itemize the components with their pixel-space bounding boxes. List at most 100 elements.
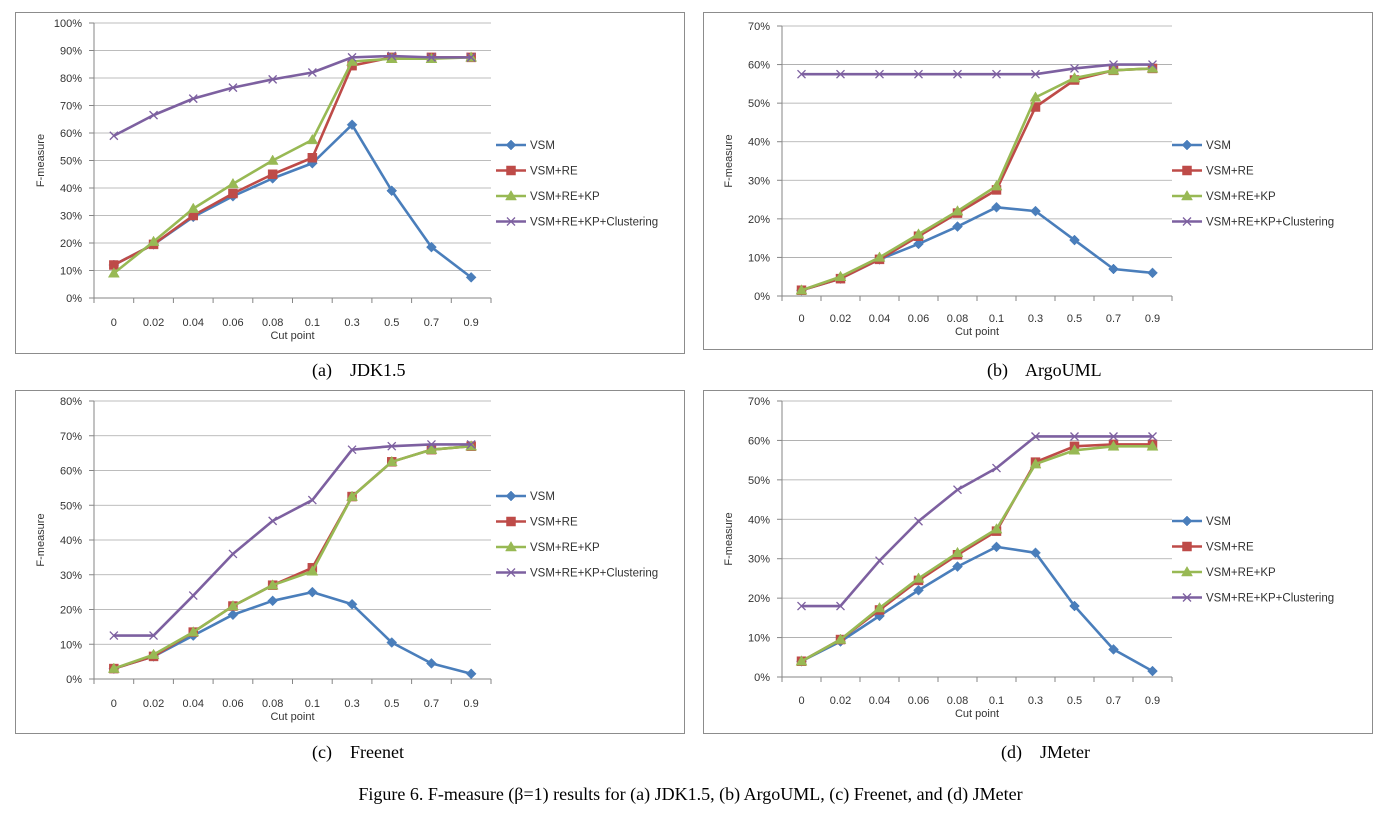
- point-vsm: [386, 637, 398, 648]
- chart-svg-a: 0% 10% 20% 30% 40% 50% 60% 70% 80% 90% 100% 0 0.02 0.…: [35, 18, 658, 342]
- subfigure-caption-c: (c) Freenet: [312, 742, 404, 762]
- x-tick-label: 0.02: [143, 317, 164, 329]
- x-tick-label: 0.04: [183, 317, 204, 329]
- point-vsm-re-kp: [873, 251, 886, 262]
- point-vsm-re-kp: [266, 154, 279, 165]
- y-tick-label: 30%: [60, 211, 82, 223]
- legend-label-vsm: VSM: [530, 491, 555, 503]
- point-vsm-re-kp: [1146, 440, 1159, 451]
- x-tick-label: 0.7: [1106, 695, 1121, 707]
- point-vsm: [465, 668, 477, 680]
- x-tick-label: 0.02: [143, 698, 164, 710]
- series-line-vsm-re-kp-clustering: [801, 435, 1153, 608]
- series-line-vsm-re-kp: [801, 67, 1153, 292]
- y-tick-label: 20%: [60, 238, 82, 250]
- legend-marker-vsm-re-kp: [1181, 566, 1193, 577]
- point-vsm-re-kp-clustering: [1109, 60, 1118, 70]
- x-tick-label: 0.1: [305, 317, 320, 329]
- legend-label-vsm-re: VSM+RE: [530, 166, 578, 178]
- point-vsm: [913, 238, 924, 250]
- series-line-vsm: [800, 545, 1154, 673]
- legend-label-vsm-re-kp: VSM+RE+KP: [530, 542, 600, 554]
- point-vsm: [426, 241, 437, 253]
- y-tick-label: 60%: [60, 128, 82, 140]
- x-tick-label: 0.02: [830, 695, 851, 707]
- y-axis-label: F-measure: [723, 512, 735, 565]
- point-vsm-re-kp: [912, 572, 925, 583]
- point-vsm-re-kp: [951, 205, 964, 216]
- point-vsm-re-kp-clustering: [992, 463, 1001, 473]
- legend-marker-vsm-re: [506, 165, 516, 176]
- y-tick-label: 20%: [748, 214, 770, 226]
- legend-label-vsm-re: VSM+RE: [1206, 166, 1254, 178]
- point-vsm-re-kp-clustering: [797, 69, 806, 79]
- point-vsm-re-kp-clustering: [307, 495, 317, 505]
- series-line-vsm-re-kp: [113, 56, 472, 275]
- point-vsm: [1147, 665, 1158, 677]
- subfigure-caption-a: (a) JDK1.5: [312, 360, 406, 380]
- point-vsm-re-kp: [1068, 444, 1081, 455]
- y-tick-label: 0%: [66, 674, 82, 686]
- y-tick-label: 50%: [748, 98, 770, 110]
- y-tick-label: 70%: [60, 101, 82, 113]
- y-tick-label: 60%: [60, 466, 82, 478]
- x-axis-label: Cut point: [270, 330, 314, 342]
- point-vsm-re-kp: [147, 235, 160, 246]
- subfigure-caption-d: (d) JMeter: [1001, 742, 1090, 762]
- legend-marker-vsm: [505, 139, 517, 151]
- x-tick-label: 0.04: [183, 698, 204, 710]
- point-vsm-re-kp-clustering: [1148, 60, 1157, 70]
- point-vsm: [306, 586, 318, 598]
- legend-label-vsm-re-kp: VSM+RE+KP: [1206, 191, 1276, 203]
- y-tick-label: 40%: [60, 535, 82, 547]
- chart-panel-a: 0% 10% 20% 30% 40% 50% 60% 70% 80% 90% 100% 0 0.02 0.…: [15, 12, 685, 354]
- point-vsm-re-kp: [912, 228, 925, 239]
- y-tick-label: 100%: [54, 18, 82, 30]
- point-vsm: [346, 119, 358, 131]
- legend-label-vsm-re-kp: VSM+RE+KP: [1206, 567, 1276, 579]
- y-tick-label: 70%: [748, 21, 770, 33]
- point-vsm-re-kp-clustering: [188, 94, 198, 104]
- point-vsm-re-kp-clustering: [188, 591, 198, 601]
- y-tick-label: 40%: [748, 514, 770, 526]
- point-vsm-re-kp-clustering: [228, 549, 238, 559]
- x-axis-label: Cut point: [955, 326, 999, 338]
- point-vsm: [386, 185, 398, 197]
- point-vsm-re-kp-clustering: [426, 52, 436, 62]
- point-vsm: [952, 221, 963, 232]
- point-vsm-re-kp-clustering: [914, 516, 923, 526]
- x-tick-label: 0: [111, 317, 117, 329]
- point-vsm-re-kp-clustering: [109, 631, 119, 641]
- point-vsm-re: [267, 169, 278, 179]
- point-vsm-re-kp-clustering: [836, 69, 845, 79]
- point-vsm-re-kp: [990, 523, 1003, 534]
- point-vsm-re-kp-clustering: [1109, 432, 1118, 441]
- legend-label-vsm: VSM: [1206, 516, 1231, 528]
- x-tick-label: 0.7: [1106, 313, 1121, 325]
- x-tick-label: 0.5: [1067, 313, 1082, 325]
- y-tick-label: 10%: [748, 252, 770, 264]
- point-vsm-re-kp: [990, 180, 1003, 191]
- point-vsm-re-kp-clustering: [268, 74, 278, 84]
- point-vsm-re-kp-clustering: [149, 110, 159, 120]
- x-tick-label: 0.3: [1028, 313, 1043, 325]
- point-vsm: [1108, 644, 1119, 655]
- x-tick-label: 0.06: [222, 317, 243, 329]
- x-tick-label: 0.06: [908, 695, 929, 707]
- point-vsm-re-kp-clustering: [466, 439, 476, 449]
- point-vsm-re-kp-clustering: [1031, 432, 1040, 441]
- x-tick-label: 0.5: [384, 698, 399, 710]
- legend-marker-vsm-re-kp: [1181, 190, 1193, 201]
- point-vsm-re-kp-clustering: [387, 51, 397, 61]
- x-tick-label: 0.5: [1067, 695, 1082, 707]
- y-tick-label: 80%: [60, 396, 82, 408]
- point-vsm-re-kp-clustering: [347, 52, 357, 62]
- y-tick-label: 80%: [60, 73, 82, 85]
- y-tick-label: 40%: [60, 183, 82, 195]
- legend-marker-vsm-re-kp-clustering: [1182, 217, 1192, 226]
- x-tick-label: 0.3: [1028, 695, 1043, 707]
- y-axis-label: F-measure: [35, 134, 47, 187]
- point-vsm-re-kp: [147, 648, 160, 659]
- point-vsm-re-kp-clustering: [109, 131, 119, 141]
- y-tick-label: 50%: [60, 500, 82, 512]
